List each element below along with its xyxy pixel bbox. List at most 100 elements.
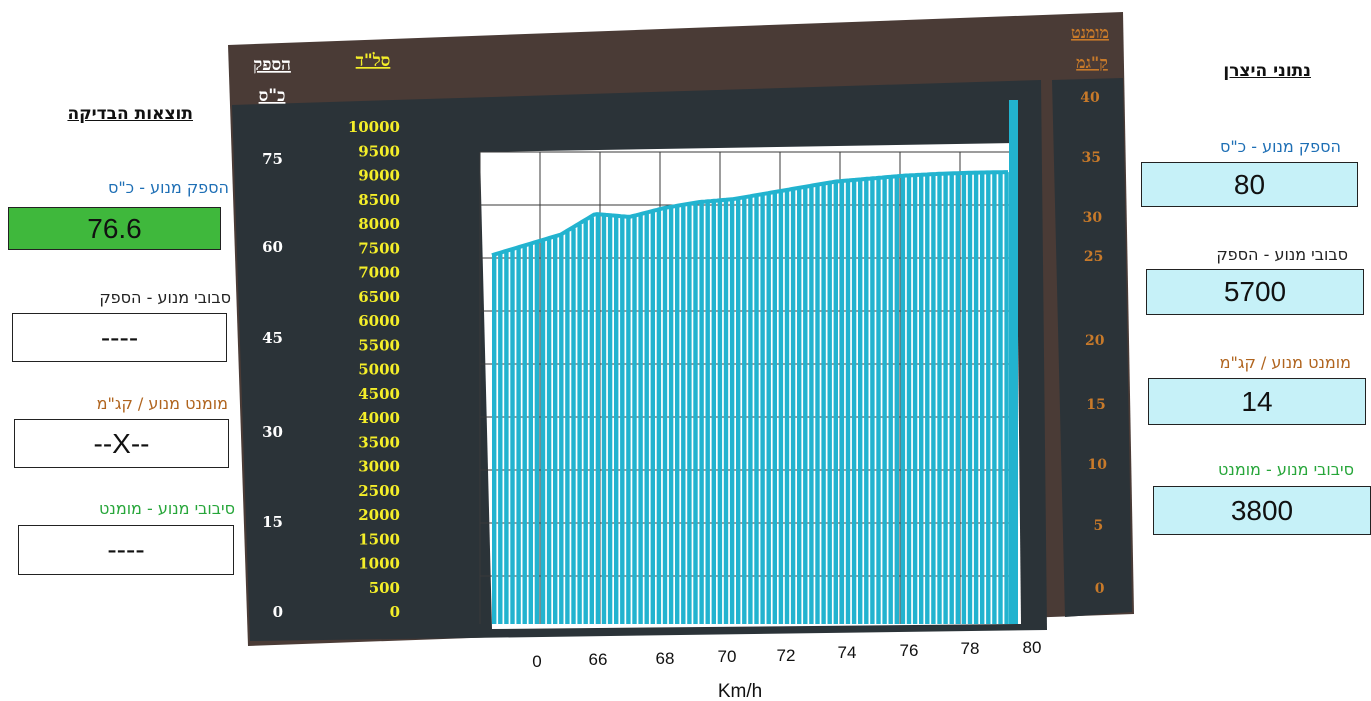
torque-tick-label: 25 — [1084, 249, 1103, 265]
power-tick-label: 15 — [262, 513, 283, 531]
power-bar-49 — [790, 189, 796, 624]
power-bar-0 — [492, 255, 497, 624]
power-bar-76 — [955, 173, 960, 624]
power-bar-2 — [504, 251, 509, 624]
rpm-tick-label: 0 — [390, 603, 400, 621]
rpm-tick-label: 10000 — [348, 118, 400, 136]
torque-tick-label: 0 — [1095, 581, 1105, 597]
power-tick-label: 30 — [262, 423, 283, 441]
rpm-axis-title: סל"ד — [356, 51, 391, 71]
power-bar-29 — [668, 207, 674, 624]
x-tick-label: 70 — [718, 647, 737, 666]
results-title: תוצאות הבדיקה — [67, 104, 193, 124]
manufacturer-title: נתוני היצרן — [1223, 61, 1311, 81]
power-bar-17 — [595, 213, 601, 625]
power-bar-56 — [833, 181, 838, 624]
torque-tick-label: 15 — [1086, 397, 1105, 413]
x-tick-label: 66 — [589, 650, 608, 669]
power-bar-51 — [803, 187, 808, 624]
power-bar-54 — [821, 184, 826, 624]
power-bar-3 — [510, 249, 515, 625]
mfr-torque-value: 14 — [1148, 378, 1366, 425]
power-bar-55 — [827, 182, 832, 624]
power-bar-9 — [546, 238, 552, 624]
power-bar-18 — [601, 214, 607, 624]
rpm-tick-label: 8500 — [358, 191, 400, 209]
power-bar-61 — [864, 179, 869, 624]
power-bar-35 — [705, 201, 710, 624]
power-bar-63 — [876, 178, 881, 624]
power-bar-82 — [992, 172, 997, 624]
rpm-axis: 1000095009000850080007500700065006000550… — [348, 118, 400, 621]
power-bar-42 — [748, 196, 753, 624]
power-bar-15 — [583, 220, 588, 625]
rpm-tick-label: 4000 — [358, 409, 400, 427]
power-bar-67 — [900, 175, 906, 624]
power-bar-41 — [742, 197, 747, 625]
torque-panel — [1052, 78, 1132, 617]
power-bar-57 — [839, 181, 845, 624]
rpm-tick-label: 4500 — [358, 385, 400, 403]
rpm-tick-label: 9500 — [358, 142, 400, 160]
power-bar-31 — [681, 205, 686, 624]
x-tick-label: 76 — [900, 641, 919, 660]
power-bar-62 — [870, 178, 875, 625]
power-bar-44 — [760, 194, 765, 624]
power-bar-53 — [815, 185, 820, 624]
mfr-power-rpm-label: סבובי מנוע - הספק — [1216, 245, 1348, 264]
rpm-tick-label: 3000 — [358, 458, 400, 476]
power-bar-14 — [577, 224, 582, 624]
x-tick-label: 72 — [777, 646, 796, 665]
rpm-tick-label: 5500 — [358, 336, 400, 354]
result-power-value: 76.6 — [8, 207, 221, 250]
rpm-tick-label: 2500 — [358, 482, 400, 500]
chart-bars — [492, 172, 1009, 625]
power-bar-45 — [766, 193, 771, 625]
mfr-power-label: הספק מנוע - כ"ס — [1219, 137, 1341, 156]
power-bar-47 — [778, 191, 784, 624]
power-bar-66 — [894, 176, 899, 624]
power-bar-21 — [620, 216, 625, 624]
torque-tick-label: 10 — [1087, 457, 1107, 473]
result-torque-rpm-value: ---- — [18, 525, 234, 575]
power-bar-74 — [943, 173, 948, 625]
power-bar-5 — [522, 246, 527, 624]
power-bar-78 — [967, 172, 973, 625]
torque-tick-label: 40 — [1080, 90, 1100, 106]
power-bar-75 — [949, 173, 954, 624]
power-bar-27 — [656, 209, 662, 625]
rpm-tick-label: 8000 — [358, 215, 400, 233]
power-bar-38 — [723, 199, 729, 624]
power-bar-39 — [729, 199, 735, 625]
power-tick-label: 0 — [273, 603, 283, 621]
power-bar-7 — [534, 242, 540, 625]
power-bar-4 — [516, 247, 521, 624]
x-tick-label: 80 — [1023, 638, 1042, 657]
torque-tick-label: 35 — [1081, 150, 1100, 166]
power-bar-65 — [888, 176, 893, 625]
peak-bar — [1009, 100, 1018, 624]
result-torque-label: מומנט מנוע / קג"מ — [96, 394, 228, 413]
power-bar-77 — [961, 173, 967, 624]
result-torque-value: --X-- — [14, 419, 229, 468]
power-bar-59 — [851, 180, 857, 625]
power-bar-83 — [998, 172, 1003, 624]
x-axis: 0 66 68 70 72 74 76 78 80 — [532, 638, 1041, 671]
torque-axis-unit: ק"גמ — [1076, 53, 1108, 72]
power-bar-36 — [711, 201, 716, 625]
power-bar-10 — [553, 236, 558, 624]
torque-tick-label: 5 — [1094, 518, 1104, 534]
power-bar-81 — [986, 172, 991, 624]
power-bar-60 — [858, 179, 863, 624]
rpm-tick-label: 6000 — [358, 312, 400, 330]
power-bar-13 — [571, 228, 576, 625]
result-torque-rpm-label: סיבובי מנוע - מומנט — [99, 499, 235, 518]
rpm-tick-label: 1500 — [358, 530, 400, 548]
power-bar-24 — [638, 214, 643, 624]
power-bar-1 — [498, 253, 503, 624]
power-bar-26 — [650, 211, 655, 625]
result-power-label: הספק מנוע - כ"ס — [107, 178, 229, 197]
power-bar-68 — [906, 175, 912, 625]
power-bar-58 — [845, 180, 851, 624]
